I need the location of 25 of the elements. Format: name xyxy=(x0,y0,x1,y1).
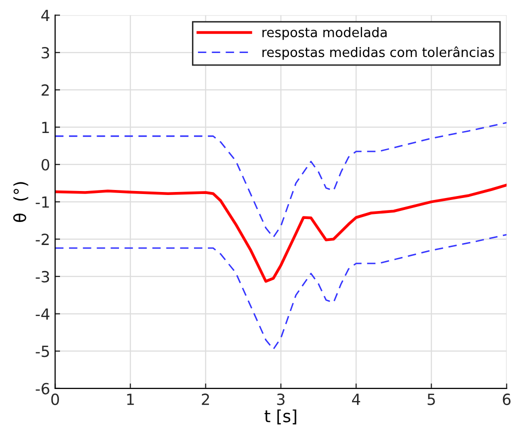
y-tick-label: 4 xyxy=(41,10,50,21)
legend-label: resposta modelada xyxy=(262,27,387,40)
y-tick-label: -2 xyxy=(36,234,49,245)
y-tick-label: 1 xyxy=(42,122,49,133)
y-tick-label: -4 xyxy=(36,308,50,320)
y-tick-label: 2 xyxy=(42,84,49,96)
x-tick-label: 5 xyxy=(428,394,435,406)
y-tick-label: 0 xyxy=(42,158,50,171)
x-tick-label: 3 xyxy=(277,394,285,406)
legend-label: respostas medidas com tolerâncias xyxy=(262,46,494,60)
x-tick-label: 0 xyxy=(51,394,59,406)
y-axis-title: θ (°) xyxy=(13,182,28,222)
x-tick-label: 6 xyxy=(502,394,511,406)
x-tick-label: 2 xyxy=(202,394,209,405)
y-tick-label: -1 xyxy=(36,196,49,208)
line-series xyxy=(55,184,507,283)
y-tick-label: -5 xyxy=(36,346,49,358)
y-tick-label: 3 xyxy=(42,46,50,59)
line-series xyxy=(55,122,507,238)
x-tick-label: 4 xyxy=(352,394,360,405)
x-axis-title: t [s] xyxy=(264,409,296,424)
line-series xyxy=(55,234,507,350)
y-tick-label: -6 xyxy=(36,382,50,394)
x-tick-label: 1 xyxy=(127,394,134,405)
y-tick-label: -3 xyxy=(36,270,50,282)
